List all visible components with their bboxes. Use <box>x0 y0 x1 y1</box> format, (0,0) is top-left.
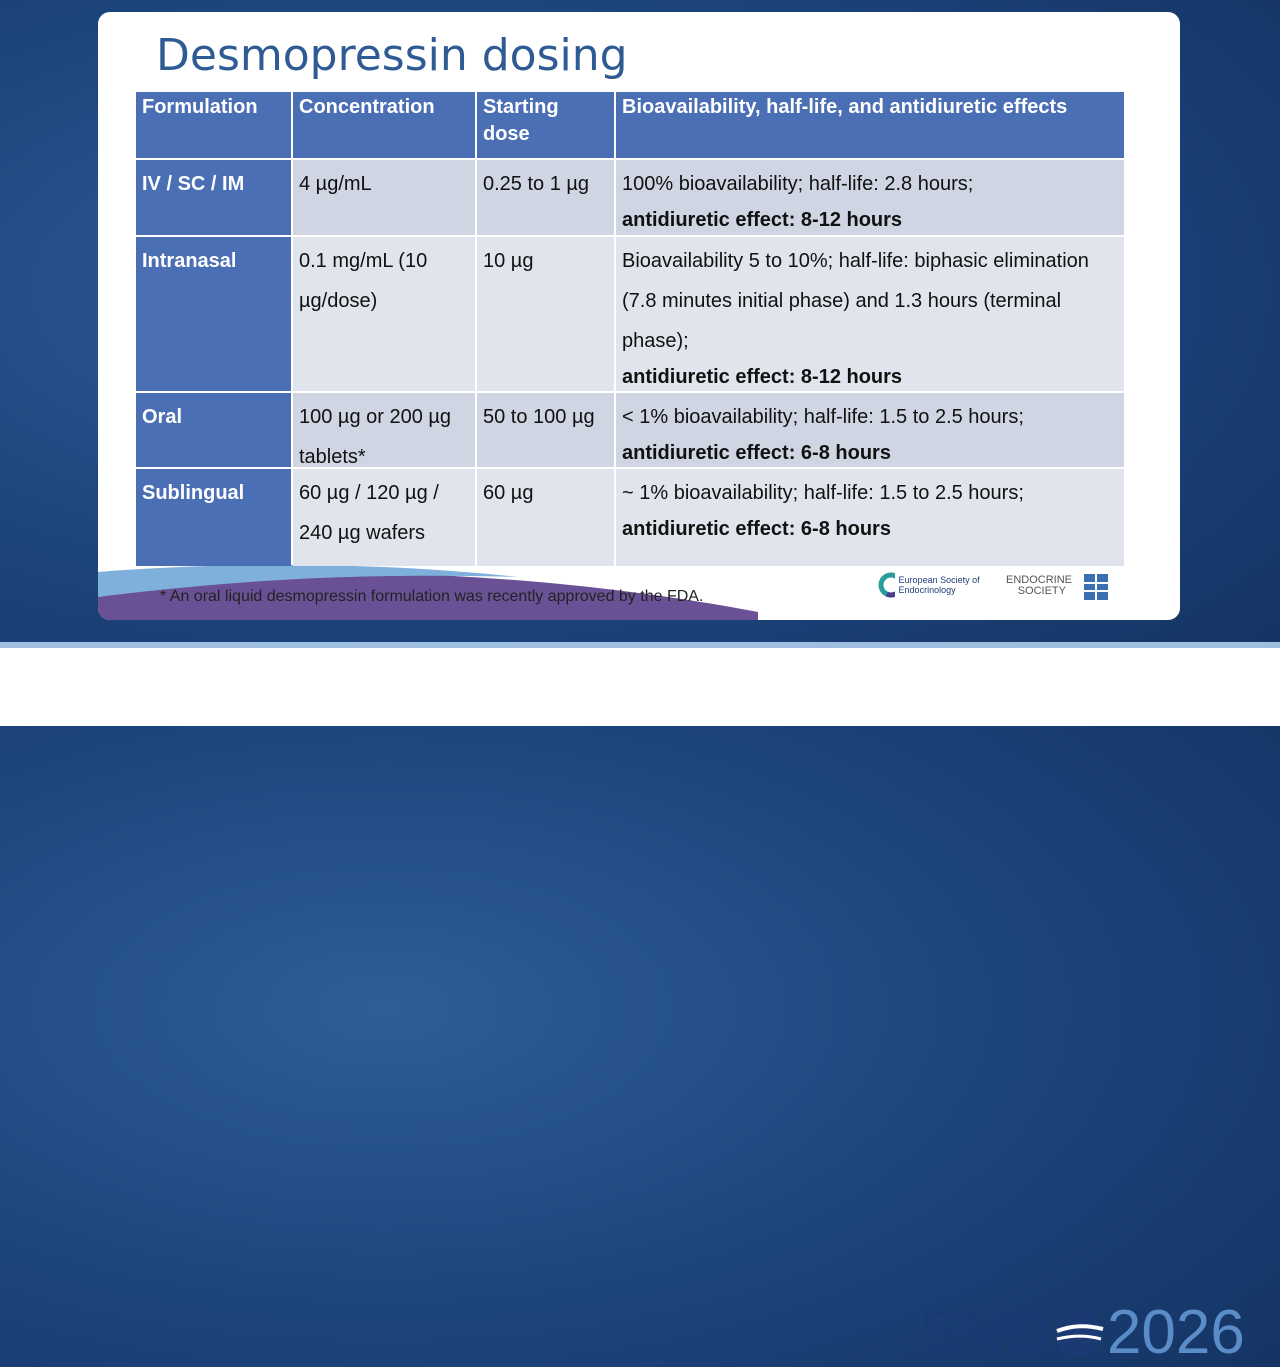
footnote: * An oral liquid desmopressin formulatio… <box>160 588 704 605</box>
row-label: Sublingual <box>136 469 291 566</box>
cell-bold-text: antidiuretic effect: 8-12 hours <box>622 209 903 231</box>
endocrine-society-icon <box>1084 574 1108 600</box>
header-cell: Bioavailability, half-life, and antidiur… <box>616 92 1124 158</box>
table-cell: 50 to 100 µg <box>477 393 614 467</box>
table-cell: 100% bioavailability; half-life: 2.8 hou… <box>616 160 1124 235</box>
globe-icon <box>1054 1309 1104 1357</box>
header-cell: Starting dose <box>477 92 614 158</box>
cell-bold-text: antidiuretic effect: 8-12 hours <box>622 366 903 388</box>
table-cell: 60 µg / 120 µg / 240 µg wafers <box>293 469 475 566</box>
event-logo: END 2026 <box>920 1300 1245 1366</box>
cell-text: < 1% bioavailability; half-life: 1.5 to … <box>622 406 1024 428</box>
ese-logo: European Society of Endocrinology <box>878 572 988 598</box>
row-label: Intranasal <box>136 237 291 391</box>
event-name: END <box>920 1298 1051 1367</box>
table-cell: 0.25 to 1 µg <box>477 160 614 235</box>
endocrine-society-text: ENDOCRINE SOCIETY <box>1006 574 1073 597</box>
row-label: IV / SC / IM <box>136 160 291 235</box>
cell-text: 100% bioavailability; half-life: 2.8 hou… <box>622 173 974 195</box>
decoration <box>98 564 758 620</box>
cell-bold-text: antidiuretic effect: 6-8 hours <box>622 442 891 464</box>
slide-card: Desmopressin dosing Formulation Concentra… <box>98 12 1180 620</box>
header-cell: Formulation <box>136 92 291 158</box>
footer-band: END 2026 <box>0 642 1280 1366</box>
cell-text: ~ 1% bioavailability; half-life: 1.5 to … <box>622 482 1024 504</box>
table-cell: Bioavailability 5 to 10%; half-life: bip… <box>616 237 1124 391</box>
ese-icon <box>878 572 895 598</box>
header-cell: Concentration <box>293 92 475 158</box>
cell-bold-text: antidiuretic effect: 6-8 hours <box>622 518 891 540</box>
table-cell: ~ 1% bioavailability; half-life: 1.5 to … <box>616 469 1124 566</box>
cell-text: Bioavailability 5 to 10%; half-life: bip… <box>622 250 1089 352</box>
event-year: 2026 <box>1106 1298 1245 1367</box>
dosing-table: Formulation Concentration Starting dose Bio… <box>136 92 1124 566</box>
table-cell: 0.1 mg/mL (10 µg/dose) <box>293 237 475 391</box>
table-cell: < 1% bioavailability; half-life: 1.5 to … <box>616 393 1124 467</box>
table-cell: 60 µg <box>477 469 614 566</box>
table-cell: 4 µg/mL <box>293 160 475 235</box>
table-cell: 100 µg or 200 µg tablets* <box>293 393 475 468</box>
table-cell: 10 µg <box>477 237 614 391</box>
row-label: Oral <box>136 393 291 467</box>
ese-text: European Society of Endocrinology <box>898 575 980 595</box>
slide-title: Desmopressin dosing <box>156 30 628 81</box>
